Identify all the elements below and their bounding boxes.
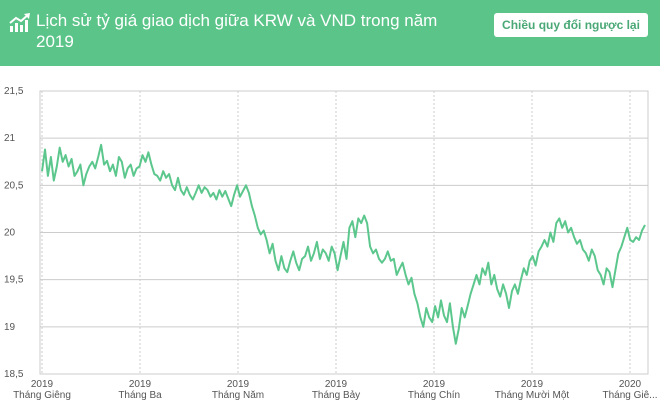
trend-up-icon [9, 13, 31, 33]
x-tick-year: 2019 [31, 379, 54, 390]
x-tick-year: 2019 [325, 379, 348, 390]
x-tick-year: 2019 [227, 379, 250, 390]
x-tick-month: Tháng Chín [408, 390, 460, 401]
y-tick-label: 19,5 [4, 275, 24, 286]
x-tick-month: Tháng Giêng [13, 390, 71, 401]
x-tick-month: Tháng Mười Một [495, 390, 570, 401]
y-tick-label: 20,5 [4, 180, 24, 191]
y-tick-label: 21 [4, 133, 16, 144]
x-tick-year: 2019 [521, 379, 544, 390]
x-tick-month: Tháng Năm [212, 390, 264, 401]
x-tick-year: 2019 [129, 379, 152, 390]
x-tick-year: 2020 [619, 379, 642, 390]
x-tick-year: 2019 [423, 379, 446, 390]
chart-header: Lịch sử tỷ giá giao dịch giữa KRW và VND… [0, 0, 660, 66]
chart-grid [39, 90, 649, 375]
y-tick-label: 19 [4, 322, 16, 333]
y-tick-label: 21,5 [4, 86, 24, 97]
y-axis: 21,5 21 20,5 20 19,5 19 18,5 [4, 86, 24, 380]
x-tick-month: Tháng Ba [118, 390, 162, 401]
y-tick-label: 20 [4, 228, 16, 239]
series-line [41, 143, 646, 345]
x-tick-month: Tháng Giê... [602, 390, 657, 401]
x-tick-month: Tháng Bảy [312, 390, 360, 401]
chart-plot [41, 143, 646, 345]
page-title: Lịch sử tỷ giá giao dịch giữa KRW và VND… [36, 11, 438, 51]
reverse-direction-button[interactable]: Chiều quy đổi ngược lại [494, 13, 648, 37]
y-tick-label: 18,5 [4, 369, 24, 380]
